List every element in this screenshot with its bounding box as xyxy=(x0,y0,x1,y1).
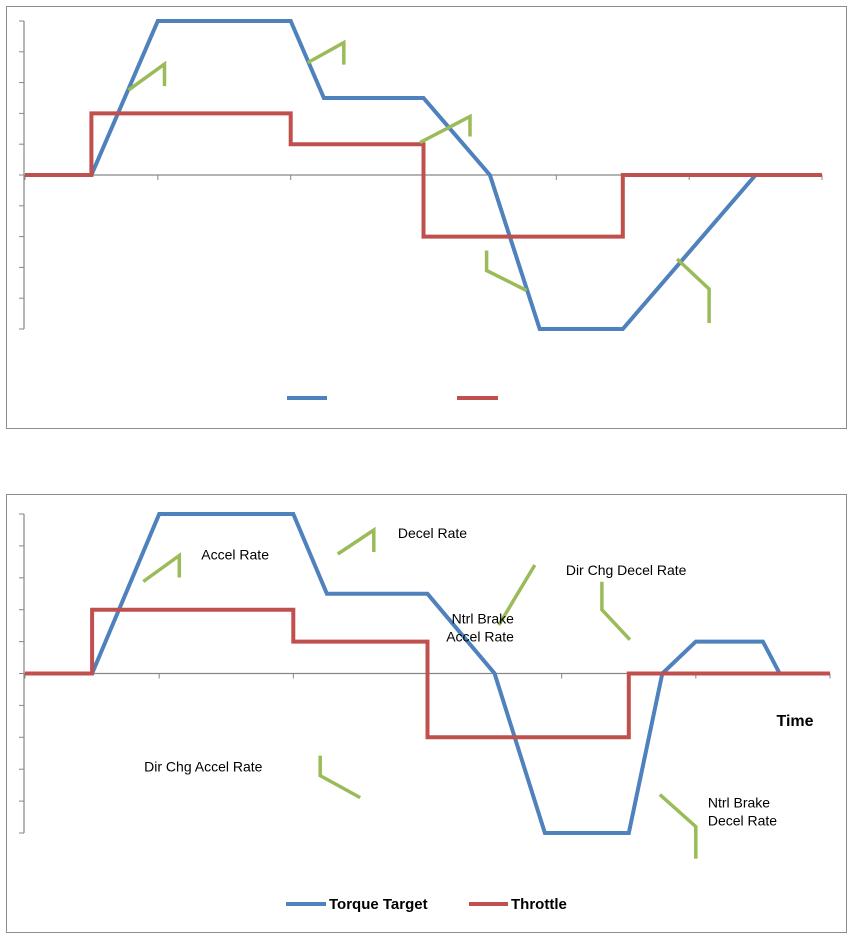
annotation-leader-line xyxy=(658,793,698,859)
annotation-leader-line xyxy=(600,581,632,641)
throttle-series-line xyxy=(25,607,830,740)
chart-bottom-series xyxy=(25,512,830,835)
throttle-series-line xyxy=(25,111,822,239)
chart-bottom-x-axis-title: Time xyxy=(776,713,813,730)
annotation-leader-line xyxy=(318,755,362,800)
annotation-label: Ntrl Brake Accel Rate xyxy=(446,611,514,645)
chart-top-series xyxy=(25,19,822,331)
annotation-leader-line xyxy=(142,552,182,583)
annotation-leader-line xyxy=(336,526,376,556)
annotation-label: Ntrl Brake Decel Rate xyxy=(708,795,777,829)
annotation-leader-line xyxy=(497,564,537,626)
torque-target-series-line xyxy=(25,512,830,835)
annotation-leader-line xyxy=(306,39,346,65)
annotation-leader-line xyxy=(675,257,711,323)
annotation-label: Dir Chg Accel Rate xyxy=(144,759,262,775)
annotation-label: Accel Rate xyxy=(201,546,269,562)
legend-label-throttle: Throttle xyxy=(511,896,567,913)
torque-target-series-line xyxy=(25,19,822,331)
chart-top-annotations xyxy=(127,39,711,323)
chart-bottom-annotations: Accel Rate Decel Rate Dir Chg Decel Rate Nt… xyxy=(142,525,777,859)
legend-label-torque: Torque Target xyxy=(329,896,428,913)
chart-bottom-legend: Torque Target Throttle xyxy=(286,896,567,913)
chart-top xyxy=(6,6,847,429)
annotation-label: Dir Chg Decel Rate xyxy=(566,562,687,578)
chart-bottom: Accel Rate Decel Rate Dir Chg Decel Rate Nt… xyxy=(6,494,847,933)
annotation-leader-line xyxy=(127,60,167,92)
annotation-leader-line xyxy=(484,250,528,293)
annotation-leader-line xyxy=(419,113,472,145)
annotation-label: Decel Rate xyxy=(398,525,467,541)
